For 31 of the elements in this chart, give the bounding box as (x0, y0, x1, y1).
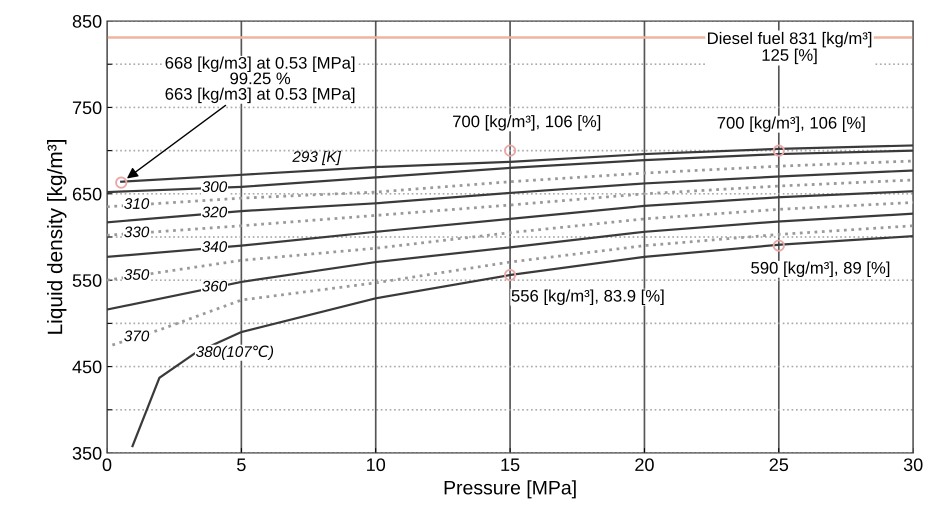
series-label: 293 [K] (292, 150, 342, 166)
series-label: 300 (202, 181, 228, 192)
x-tick-label: 15 (501, 458, 520, 472)
y-tick-label: 450 (72, 360, 102, 374)
series-label: 380(107℃) (196, 346, 274, 360)
x-axis-title: Pressure [MPa] (444, 480, 576, 498)
annotation: 668 [kg/m3] at 0.53 [MPa] 99.25 % 663 [kg/m3] at 0.53 [MPa] (166, 56, 354, 104)
y-tick-label: 550 (72, 274, 102, 287)
y-tick-label: 350 (72, 446, 102, 460)
series-label: 340 (202, 241, 228, 252)
series-label: 360 (202, 280, 228, 292)
x-tick-label: 5 (237, 458, 246, 472)
series-label: 350 (124, 269, 150, 280)
y-tick-label: 850 (72, 14, 102, 28)
x-tick-label: 20 (635, 458, 654, 472)
series-label: 330 (124, 226, 150, 238)
series-label: 370 (124, 330, 150, 342)
x-tick-label: 25 (770, 458, 788, 472)
x-tick-label: 10 (367, 458, 386, 472)
x-tick-label: 0 (102, 458, 112, 472)
ref-line-label: Diesel fuel 831 [kg/m³] 125 [%] (708, 32, 872, 64)
y-tick-label: 650 (72, 188, 102, 201)
annotation: 700 [kg/m³], 106 [%] (718, 116, 865, 132)
annotation: 590 [kg/m³], 89 [%] (751, 261, 890, 278)
annotation: 700 [kg/m³], 106 [%] (453, 115, 600, 131)
series-label: 310 (124, 198, 150, 209)
x-tick-label: 30 (904, 458, 923, 472)
y-axis-title: Liquid density [kg/m³] (47, 140, 66, 334)
series-label: 320 (202, 206, 228, 218)
y-tick-label: 750 (72, 101, 102, 114)
annotation: 556 [kg/m³], 83.9 [%] (512, 289, 664, 306)
